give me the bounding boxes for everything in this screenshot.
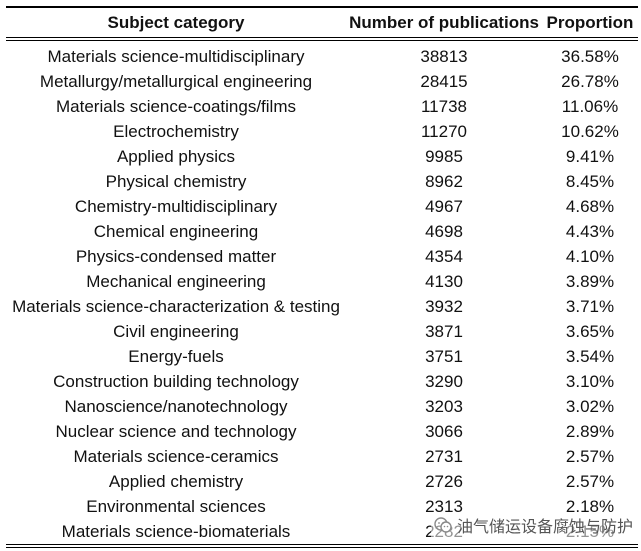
cell-subject-category: Mechanical engineering <box>86 272 266 291</box>
cell-number-of-publications: 3066 <box>425 422 463 441</box>
table-body: Materials science-multidisciplinary 38813… <box>6 41 638 544</box>
cell-subject-category: Nuclear science and technology <box>55 422 297 441</box>
cell-number-of-publications: 38813 <box>420 47 468 66</box>
cell-proportion: 4.68% <box>565 197 615 216</box>
cell-number-of-publications: 11270 <box>420 122 467 141</box>
table-row: Applied physics 9985 9.41% <box>6 144 638 169</box>
cell-number-of-publications: 3290 <box>425 372 463 391</box>
cell-number-of-publications: 2731 <box>425 447 463 466</box>
table-row: Chemical engineering 4698 4.43% <box>6 219 638 244</box>
header-rule-1 <box>6 37 638 38</box>
cell-proportion: 4.10% <box>565 247 615 266</box>
table-top-rule <box>6 6 638 8</box>
cell-subject-category: Physics-condensed matter <box>75 247 277 266</box>
table-bottom-rule-2 <box>6 547 638 548</box>
table-bottom-rule-1 <box>6 544 638 545</box>
cell-number-of-publications: 11738 <box>420 97 467 116</box>
table-row: Materials science-coatings/films 11738 11.… <box>6 94 638 119</box>
table-row: Materials science-multidisciplinary 38813… <box>6 44 638 69</box>
cell-proportion: 3.02% <box>565 397 615 416</box>
cell-subject-category: Electrochemistry <box>113 122 239 141</box>
cell-number-of-publications: 2313 <box>425 497 463 516</box>
table-row: Chemistry-multidisciplinary 4967 4.68% <box>6 194 638 219</box>
cell-subject-category: Materials science-biomaterials <box>61 522 291 541</box>
table-row: Construction building technology 3290 3.10… <box>6 369 638 394</box>
cell-number-of-publications: 3871 <box>425 322 463 341</box>
wechat-icon <box>433 515 453 535</box>
cell-proportion: 9.41% <box>565 147 615 166</box>
cell-proportion: 11.06% <box>561 97 619 116</box>
table-row: Materials science-ceramics 2731 2.57% <box>6 444 638 469</box>
cell-proportion: 4.43% <box>565 222 615 241</box>
cell-number-of-publications: 9985 <box>425 147 463 166</box>
cell-number-of-publications: 4967 <box>425 197 463 216</box>
header-subject-category: Subject category <box>107 13 245 32</box>
table-row: Civil engineering 3871 3.65% <box>6 319 638 344</box>
cell-subject-category: Energy-fuels <box>128 347 224 366</box>
table-row: Mechanical engineering 4130 3.89% <box>6 269 638 294</box>
cell-proportion: 26.78% <box>561 72 619 91</box>
cell-number-of-publications: 4130 <box>425 272 463 291</box>
cell-number-of-publications: 28415 <box>420 72 468 91</box>
watermark-text: 油气储运设备腐蚀与防护 <box>456 517 633 536</box>
cell-proportion: 2.18% <box>565 497 615 516</box>
cell-number-of-publications: 3751 <box>425 347 463 366</box>
header-proportion: Proportion <box>546 13 634 32</box>
publications-table: Subject category Number of publications … <box>6 6 638 548</box>
cell-number-of-publications: 8962 <box>425 172 463 191</box>
cell-subject-category: Materials science-ceramics <box>73 447 279 466</box>
cell-subject-category: Materials science-coatings/films <box>56 97 296 116</box>
cell-number-of-publications: 3203 <box>425 397 463 416</box>
cell-subject-category: Chemistry-multidisciplinary <box>74 197 278 216</box>
table-row: Physical chemistry 8962 8.45% <box>6 169 638 194</box>
cell-proportion: 2.57% <box>565 447 615 466</box>
cell-subject-category: Applied chemistry <box>108 472 244 491</box>
cell-subject-category: Chemical engineering <box>93 222 259 241</box>
cell-subject-category: Applied physics <box>116 147 236 166</box>
cell-proportion: 10.62% <box>561 122 619 141</box>
cell-number-of-publications: 2726 <box>425 472 463 491</box>
cell-proportion: 8.45% <box>565 172 615 191</box>
cell-proportion: 2.57% <box>565 472 615 491</box>
cell-proportion: 3.54% <box>565 347 615 366</box>
cell-subject-category: Physical chemistry <box>105 172 247 191</box>
cell-number-of-publications: 4354 <box>425 247 463 266</box>
cell-subject-category: Metallurgy/metallurgical engineering <box>39 72 313 91</box>
cell-number-of-publications: 4698 <box>425 222 463 241</box>
table-row: Environmental sciences 2313 2.18% <box>6 494 638 519</box>
table-row: Applied chemistry 2726 2.57% <box>6 469 638 494</box>
cell-proportion: 3.71% <box>565 297 615 316</box>
watermark: 油气储运设备腐蚀与防护 <box>430 513 635 537</box>
cell-proportion: 3.10% <box>565 372 615 391</box>
table-row: Nanoscience/nanotechnology 3203 3.02% <box>6 394 638 419</box>
cell-proportion: 3.65% <box>565 322 615 341</box>
table-row: Metallurgy/metallurgical engineering 2841… <box>6 69 638 94</box>
cell-subject-category: Nanoscience/nanotechnology <box>64 397 288 416</box>
cell-number-of-publications: 3932 <box>425 297 463 316</box>
table-row: Physics-condensed matter 4354 4.10% <box>6 244 638 269</box>
cell-proportion: 36.58% <box>561 47 619 66</box>
cell-subject-category: Environmental sciences <box>86 497 266 516</box>
header-number-of-publications: Number of publications <box>349 13 539 32</box>
header-rule-2 <box>6 40 638 41</box>
cell-subject-category: Materials science-multidisciplinary <box>47 47 305 66</box>
table-header-row: Subject category Number of publications … <box>6 8 638 37</box>
table-row: Materials science-characterization & tes… <box>6 294 638 319</box>
cell-proportion: 3.89% <box>565 272 615 291</box>
cell-proportion: 2.89% <box>565 422 615 441</box>
table-row: Electrochemistry 11270 10.62% <box>6 119 638 144</box>
cell-subject-category: Construction building technology <box>53 372 299 391</box>
table-row: Nuclear science and technology 3066 2.89% <box>6 419 638 444</box>
table-row: Energy-fuels 3751 3.54% <box>6 344 638 369</box>
cell-subject-category: Materials science-characterization & tes… <box>12 297 340 316</box>
cell-subject-category: Civil engineering <box>113 322 239 341</box>
